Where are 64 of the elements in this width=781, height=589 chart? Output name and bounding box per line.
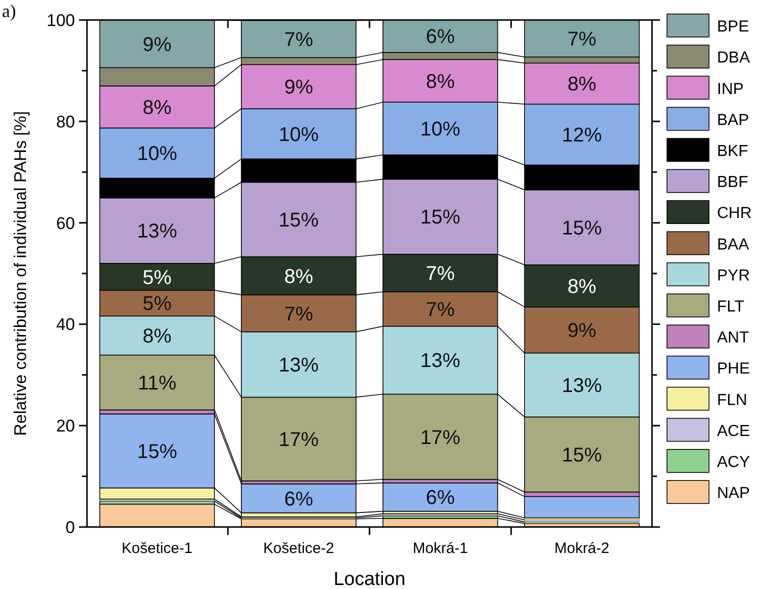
data-label: 11%	[138, 372, 177, 395]
legend-label: BAA	[717, 236, 750, 254]
data-label: 6%	[426, 487, 455, 510]
legend-label: BAP	[717, 112, 750, 129]
data-label: 13%	[278, 354, 319, 377]
data-label: 7%	[426, 262, 455, 285]
data-label: 7%	[426, 298, 455, 321]
data-label: 15%	[137, 440, 178, 463]
data-label: 12%	[562, 124, 602, 147]
legend-label: BBF	[717, 174, 748, 192]
data-label: 9%	[284, 76, 314, 99]
data-label: 9%	[142, 34, 172, 56]
data-label: 13%	[137, 220, 178, 243]
legend-label: PHE	[717, 360, 750, 378]
data-label: 13%	[562, 375, 602, 398]
legend-label: PYR	[717, 267, 750, 284]
x-tick-label: Mokrá-2	[554, 540, 610, 557]
data-label: 8%	[426, 70, 455, 93]
data-label: 5%	[142, 293, 172, 316]
data-label: 17%	[420, 426, 461, 449]
y-tick-label: 40	[56, 315, 75, 334]
y-axis-title: Relative contribution of individual PAHs [%]	[11, 111, 30, 436]
legend-label: DBA	[717, 50, 750, 67]
x-tick-label: Košetice-2	[263, 540, 334, 557]
data-label: 17%	[278, 429, 319, 452]
data-label: 15%	[420, 206, 461, 229]
x-axis-title: Location	[334, 569, 406, 589]
data-label: 7%	[284, 303, 314, 326]
data-label: 15%	[562, 217, 602, 240]
data-label: 15%	[278, 210, 319, 232]
x-tick-label: Košetice-1	[122, 540, 193, 557]
data-label: 9%	[567, 320, 597, 342]
data-label: 7%	[567, 28, 597, 51]
data-label: 8%	[142, 96, 172, 119]
legend-label: FLT	[717, 298, 744, 316]
legend-label: CHR	[717, 205, 752, 222]
legend-label: BPE	[717, 18, 750, 36]
data-label: 13%	[420, 350, 461, 372]
data-label: 5%	[142, 266, 172, 289]
y-tick-label: 0	[66, 518, 75, 537]
data-label: 10%	[137, 143, 178, 166]
data-label: 8%	[567, 276, 597, 298]
y-tick-label: 80	[56, 112, 75, 132]
x-tick-label: Mokrá-1	[412, 540, 468, 557]
legend-label: ACE	[717, 422, 750, 440]
y-tick-label: 60	[56, 214, 75, 233]
y-tick-label: 100	[46, 10, 75, 30]
legend-label: NAP	[717, 485, 750, 502]
data-label: 7%	[284, 29, 314, 52]
data-label: 8%	[142, 326, 172, 348]
y-tick-label: 20	[56, 416, 75, 436]
data-label: 6%	[284, 488, 314, 510]
text: a)	[2, 1, 16, 21]
legend-label: FLN	[717, 392, 748, 409]
data-label: 15%	[562, 444, 602, 466]
data-label: 8%	[284, 266, 314, 288]
legend-label: ACY	[717, 454, 750, 471]
legend-label: INP	[717, 80, 744, 98]
data-label: 6%	[426, 26, 455, 48]
legend-label: ANT	[717, 330, 750, 347]
data-label: 10%	[278, 124, 319, 146]
data-label: 10%	[420, 118, 461, 140]
data-label: 8%	[567, 74, 597, 96]
legend-label: BKF	[717, 143, 748, 160]
